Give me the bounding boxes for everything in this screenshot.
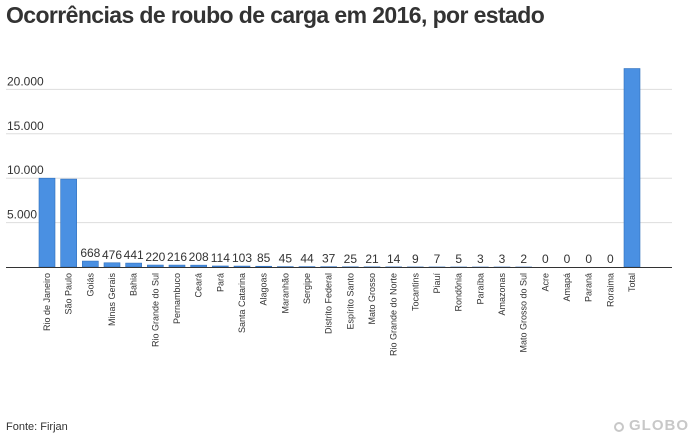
data-label-3: 476 [102, 248, 122, 262]
data-label-7: 208 [189, 250, 209, 264]
x-tick-label-16: Rio Grande do Norte [389, 273, 399, 356]
logo-text: GLOBO [629, 417, 689, 434]
x-tick-label-9: Santa Catarina [237, 273, 247, 333]
x-tick-label-3: Minas Gerais [107, 273, 117, 327]
bar-27 [623, 68, 641, 268]
data-label-25: 0 [585, 252, 592, 266]
data-label-9: 103 [232, 251, 252, 265]
x-tick-label-12: Sergipe [302, 273, 312, 304]
data-label-12: 44 [300, 252, 314, 266]
x-tick-label-8: Pará [215, 273, 225, 292]
chart-title: Ocorrências de roubo de carga em 2016, p… [6, 2, 545, 28]
x-tick-label-26: Roraima [605, 273, 615, 307]
x-tick-label-19: Rondônia [454, 273, 464, 312]
x-tick-label-27: Total [627, 273, 637, 292]
data-label-8: 114 [211, 251, 230, 265]
bar-5 [147, 264, 164, 268]
data-label-18: 7 [434, 252, 441, 266]
x-tick-label-15: Mato Grosso [367, 273, 377, 325]
data-label-14: 25 [344, 252, 358, 266]
x-tick-label-24: Amapá [562, 273, 572, 302]
y-tick-label-3: 20.000 [7, 74, 44, 88]
data-label-13: 37 [322, 252, 336, 266]
x-tick-label-17: Tocantins [410, 273, 420, 312]
logo-circle-icon [614, 422, 624, 432]
data-label-24: 0 [564, 252, 571, 266]
data-label-19: 5 [455, 252, 462, 266]
data-label-5: 220 [145, 250, 165, 264]
data-label-16: 14 [387, 252, 401, 266]
x-tick-label-2: Goiás [85, 273, 95, 297]
y-tick-label-0: 5.000 [7, 208, 37, 222]
data-label-4: 441 [124, 248, 144, 262]
y-tick-label-1: 10.000 [7, 163, 44, 177]
x-tick-label-13: Distrito Federal [324, 273, 334, 334]
publisher-logo: GLOBO [614, 417, 689, 434]
x-tick-label-20: Paraíba [475, 273, 485, 305]
data-label-26: 0 [607, 252, 614, 266]
x-tick-label-5: Rio Grande do Sul [150, 273, 160, 347]
data-label-15: 21 [365, 252, 379, 266]
x-tick-label-22: Mato Grosso do Sul [519, 273, 529, 353]
x-tick-label-0: Rio de Janeiro [42, 273, 52, 331]
bar-8 [212, 265, 229, 268]
data-label-10: 85 [257, 251, 271, 265]
bar-3 [103, 262, 121, 268]
x-tick-label-23: Acre [540, 273, 550, 292]
bar-1 [60, 178, 77, 268]
bar-10 [255, 265, 272, 268]
data-label-22: 2 [520, 252, 527, 266]
x-axis-tick-labels: Rio de Janeiro São Paulo Goiás Minas Gerais… [42, 273, 637, 357]
data-label-21: 3 [499, 252, 506, 266]
bar-7 [190, 264, 207, 268]
bar-4 [125, 262, 142, 268]
x-tick-label-18: Piauí [432, 273, 442, 294]
data-label-11: 45 [279, 252, 293, 266]
data-label-20: 3 [477, 252, 484, 266]
x-tick-label-14: Espírito Santo [345, 273, 355, 330]
y-tick-label-2: 15.000 [7, 119, 44, 133]
bar-2 [82, 260, 99, 268]
gridlines [6, 88, 672, 224]
x-tick-label-10: Alagoas [259, 273, 269, 306]
x-tick-label-6: Pernambuco [172, 273, 182, 324]
bar-9 [233, 265, 251, 268]
x-tick-label-11: Maranhão [280, 273, 290, 314]
bar-6 [168, 264, 186, 268]
data-label-2: 668 [80, 246, 100, 260]
data-label-23: 0 [542, 252, 549, 266]
bar-0 [38, 177, 56, 268]
data-label-6: 216 [167, 250, 187, 264]
source-note: Fonte: Firjan [6, 421, 68, 433]
x-tick-label-21: Amazonas [497, 273, 507, 316]
bars [38, 68, 641, 268]
x-tick-label-25: Paraná [584, 273, 594, 302]
x-tick-label-4: Bahia [129, 273, 139, 296]
x-tick-label-7: Ceará [194, 273, 204, 298]
data-label-17: 9 [412, 252, 419, 266]
x-tick-label-1: São Paulo [64, 273, 74, 315]
data-labels: 668 476 441 220 216 208 114 103 85 45 44 37 25 21 14 9 7… [80, 246, 614, 266]
y-axis-tick-labels: 5.000 10.000 15.000 20.000 [7, 74, 44, 221]
